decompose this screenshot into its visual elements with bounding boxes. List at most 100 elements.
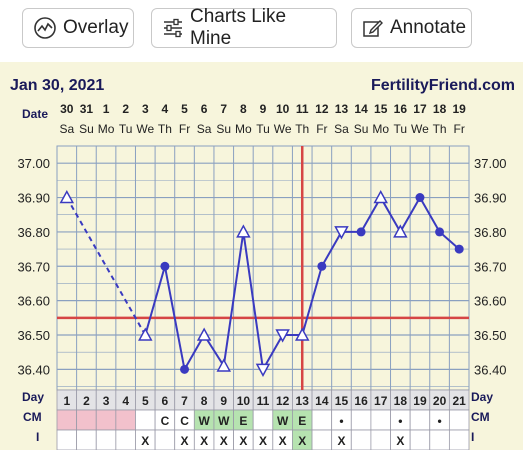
temp-point	[435, 227, 445, 237]
date-label: 15	[374, 102, 388, 116]
weekday-label: Th	[295, 122, 309, 136]
y-tick-label: 36.60	[17, 294, 50, 309]
intercourse-mark: X	[337, 434, 345, 448]
weekday-label: Tu	[394, 122, 408, 136]
y-tick-label: 36.90	[474, 191, 507, 206]
cm-cell	[135, 409, 156, 431]
y-tick-label: 36.90	[17, 191, 50, 206]
date-label: 19	[453, 102, 467, 116]
y-axis-right: 37.00 36.90 36.80 36.70 36.60 36.50 36.40	[474, 156, 507, 377]
intercourse-mark: X	[141, 434, 149, 448]
intercourse-cell	[370, 429, 391, 450]
y-tick-label: 36.70	[474, 259, 507, 274]
weekday-label: We	[274, 122, 292, 136]
temp-point	[334, 226, 349, 240]
temp-point	[59, 189, 75, 204]
intercourse-row-label-right: I	[471, 430, 474, 444]
y-tick-label: 36.40	[474, 362, 507, 377]
cycle-day-label: 17	[374, 394, 388, 408]
intercourse-cell	[154, 429, 176, 450]
overlay-label: Overlay	[63, 17, 129, 38]
intercourse-cell	[95, 429, 117, 450]
overlay-icon	[34, 17, 56, 39]
intercourse-cell	[56, 429, 78, 450]
bbt-chart: Jan 30, 2021 FertilityFriend.com Date 30…	[0, 62, 523, 450]
cycle-day-label: 19	[413, 394, 427, 408]
cycle-day-label: 4	[122, 394, 129, 408]
intercourse-cell	[350, 429, 372, 450]
cm-cell	[370, 409, 391, 431]
date-label: 2	[122, 102, 129, 116]
cm-cell	[350, 409, 372, 431]
cycle-day-label: 1	[63, 394, 70, 408]
date-label: 14	[354, 102, 368, 116]
weekday-label: We	[136, 122, 154, 136]
sliders-icon	[164, 18, 182, 38]
date-label: 30	[60, 102, 74, 116]
date-label: 31	[80, 102, 94, 116]
date-label: 18	[433, 102, 447, 116]
y-tick-label: 36.80	[474, 225, 507, 240]
weekday-label: Mo	[372, 122, 389, 136]
edit-icon	[363, 20, 383, 37]
cycle-day-label: 10	[237, 394, 251, 408]
temp-point	[393, 224, 408, 238]
weekday-label: Fr	[316, 122, 327, 136]
chart-background	[0, 62, 523, 450]
cycle-day-label: 13	[296, 394, 310, 408]
cm-value: •	[437, 414, 441, 428]
intercourse-mark: X	[396, 434, 404, 448]
weekday-label: Sa	[59, 122, 74, 136]
temp-point	[373, 189, 388, 204]
weekday-label: Th	[433, 122, 447, 136]
cycle-day-label: 3	[103, 394, 110, 408]
weekday-label: Su	[79, 122, 94, 136]
cm-cell	[95, 409, 117, 431]
weekday-label: Sa	[334, 122, 349, 136]
date-labels: 30 31 1 2 3 4 5 6 7 8 9 10 11 12 13 14 15 16 17 18 19	[60, 102, 466, 116]
y-tick-label: 36.40	[17, 362, 50, 377]
weekday-label: Th	[158, 122, 172, 136]
cycle-day-label: 5	[142, 394, 149, 408]
intercourse-mark: X	[181, 434, 189, 448]
cm-row-label: CM	[23, 410, 42, 424]
weekday-label: Tu	[256, 122, 270, 136]
annotate-label: Annotate	[390, 17, 467, 38]
temperature-points	[59, 189, 464, 377]
intercourse-cell	[115, 429, 136, 450]
cm-cell	[448, 409, 470, 431]
weekday-label: Tu	[119, 122, 133, 136]
date-label: 11	[296, 102, 309, 116]
intercourse-cell	[311, 429, 333, 450]
date-label: 12	[315, 102, 329, 116]
overlay-button[interactable]: Overlay	[22, 8, 134, 48]
temp-point	[356, 227, 366, 237]
weekday-label: Su	[354, 122, 369, 136]
date-label: 5	[181, 102, 188, 116]
date-label: 16	[394, 102, 408, 116]
cm-cell	[252, 409, 274, 431]
temp-point	[160, 261, 170, 271]
temp-point	[255, 363, 271, 377]
cm-value: E	[239, 414, 247, 428]
weekday-label: Mo	[98, 122, 115, 136]
temp-point	[317, 261, 327, 271]
charts-like-mine-button[interactable]: Charts Like Mine	[151, 6, 337, 49]
date-label: 9	[260, 102, 267, 116]
temp-point	[454, 244, 464, 254]
cycle-day-label: 20	[433, 394, 447, 408]
cm-value: W	[198, 414, 210, 428]
cycle-day-label: 6	[162, 394, 169, 408]
weekday-label: Mo	[235, 122, 252, 136]
cycle-day-label: 15	[335, 394, 349, 408]
weekday-label: Sa	[197, 122, 212, 136]
cm-row-label-right: CM	[471, 410, 490, 424]
cycle-day-label: 21	[453, 394, 467, 408]
date-label: 17	[413, 102, 427, 116]
temp-point	[236, 224, 251, 238]
annotate-button[interactable]: Annotate	[351, 8, 472, 48]
intercourse-mark: X	[239, 434, 247, 448]
y-tick-label: 37.00	[474, 156, 507, 171]
cm-cell	[76, 409, 97, 431]
date-label: 4	[162, 102, 169, 116]
